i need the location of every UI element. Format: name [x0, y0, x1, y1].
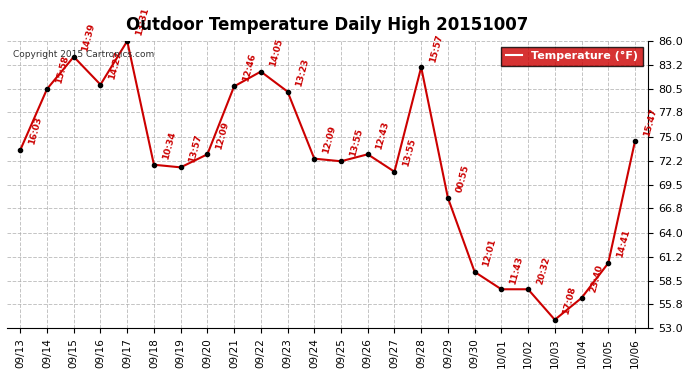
Text: 23:40: 23:40: [589, 264, 604, 294]
Title: Outdoor Temperature Daily High 20151007: Outdoor Temperature Daily High 20151007: [126, 16, 529, 34]
Legend: Temperature (°F): Temperature (°F): [502, 46, 643, 66]
Text: 14:27: 14:27: [108, 50, 124, 81]
Text: 11:43: 11:43: [509, 255, 524, 285]
Text: 12:46: 12:46: [241, 52, 257, 82]
Text: 13:31: 13:31: [134, 7, 150, 37]
Text: 15:47: 15:47: [642, 107, 658, 137]
Text: 13:55: 13:55: [402, 138, 417, 168]
Text: 12:09: 12:09: [322, 124, 337, 154]
Text: 14:05: 14:05: [268, 38, 284, 68]
Text: 20:32: 20:32: [535, 255, 551, 285]
Text: 12:01: 12:01: [482, 238, 497, 268]
Text: 17:08: 17:08: [562, 286, 578, 316]
Text: 13:57: 13:57: [188, 133, 204, 163]
Text: 12:43: 12:43: [375, 120, 391, 150]
Text: Copyright 2015 Cartronics.com: Copyright 2015 Cartronics.com: [13, 50, 155, 59]
Text: 13:23: 13:23: [295, 57, 310, 87]
Text: 14:41: 14:41: [615, 229, 631, 259]
Text: 15:57: 15:57: [428, 33, 444, 63]
Text: 12:09: 12:09: [215, 120, 230, 150]
Text: 15:58: 15:58: [54, 55, 70, 85]
Text: 14:39: 14:39: [81, 22, 97, 53]
Text: 13:55: 13:55: [348, 127, 364, 157]
Text: 16:03: 16:03: [27, 116, 43, 146]
Text: 00:55: 00:55: [455, 164, 471, 194]
Text: 10:34: 10:34: [161, 130, 177, 160]
